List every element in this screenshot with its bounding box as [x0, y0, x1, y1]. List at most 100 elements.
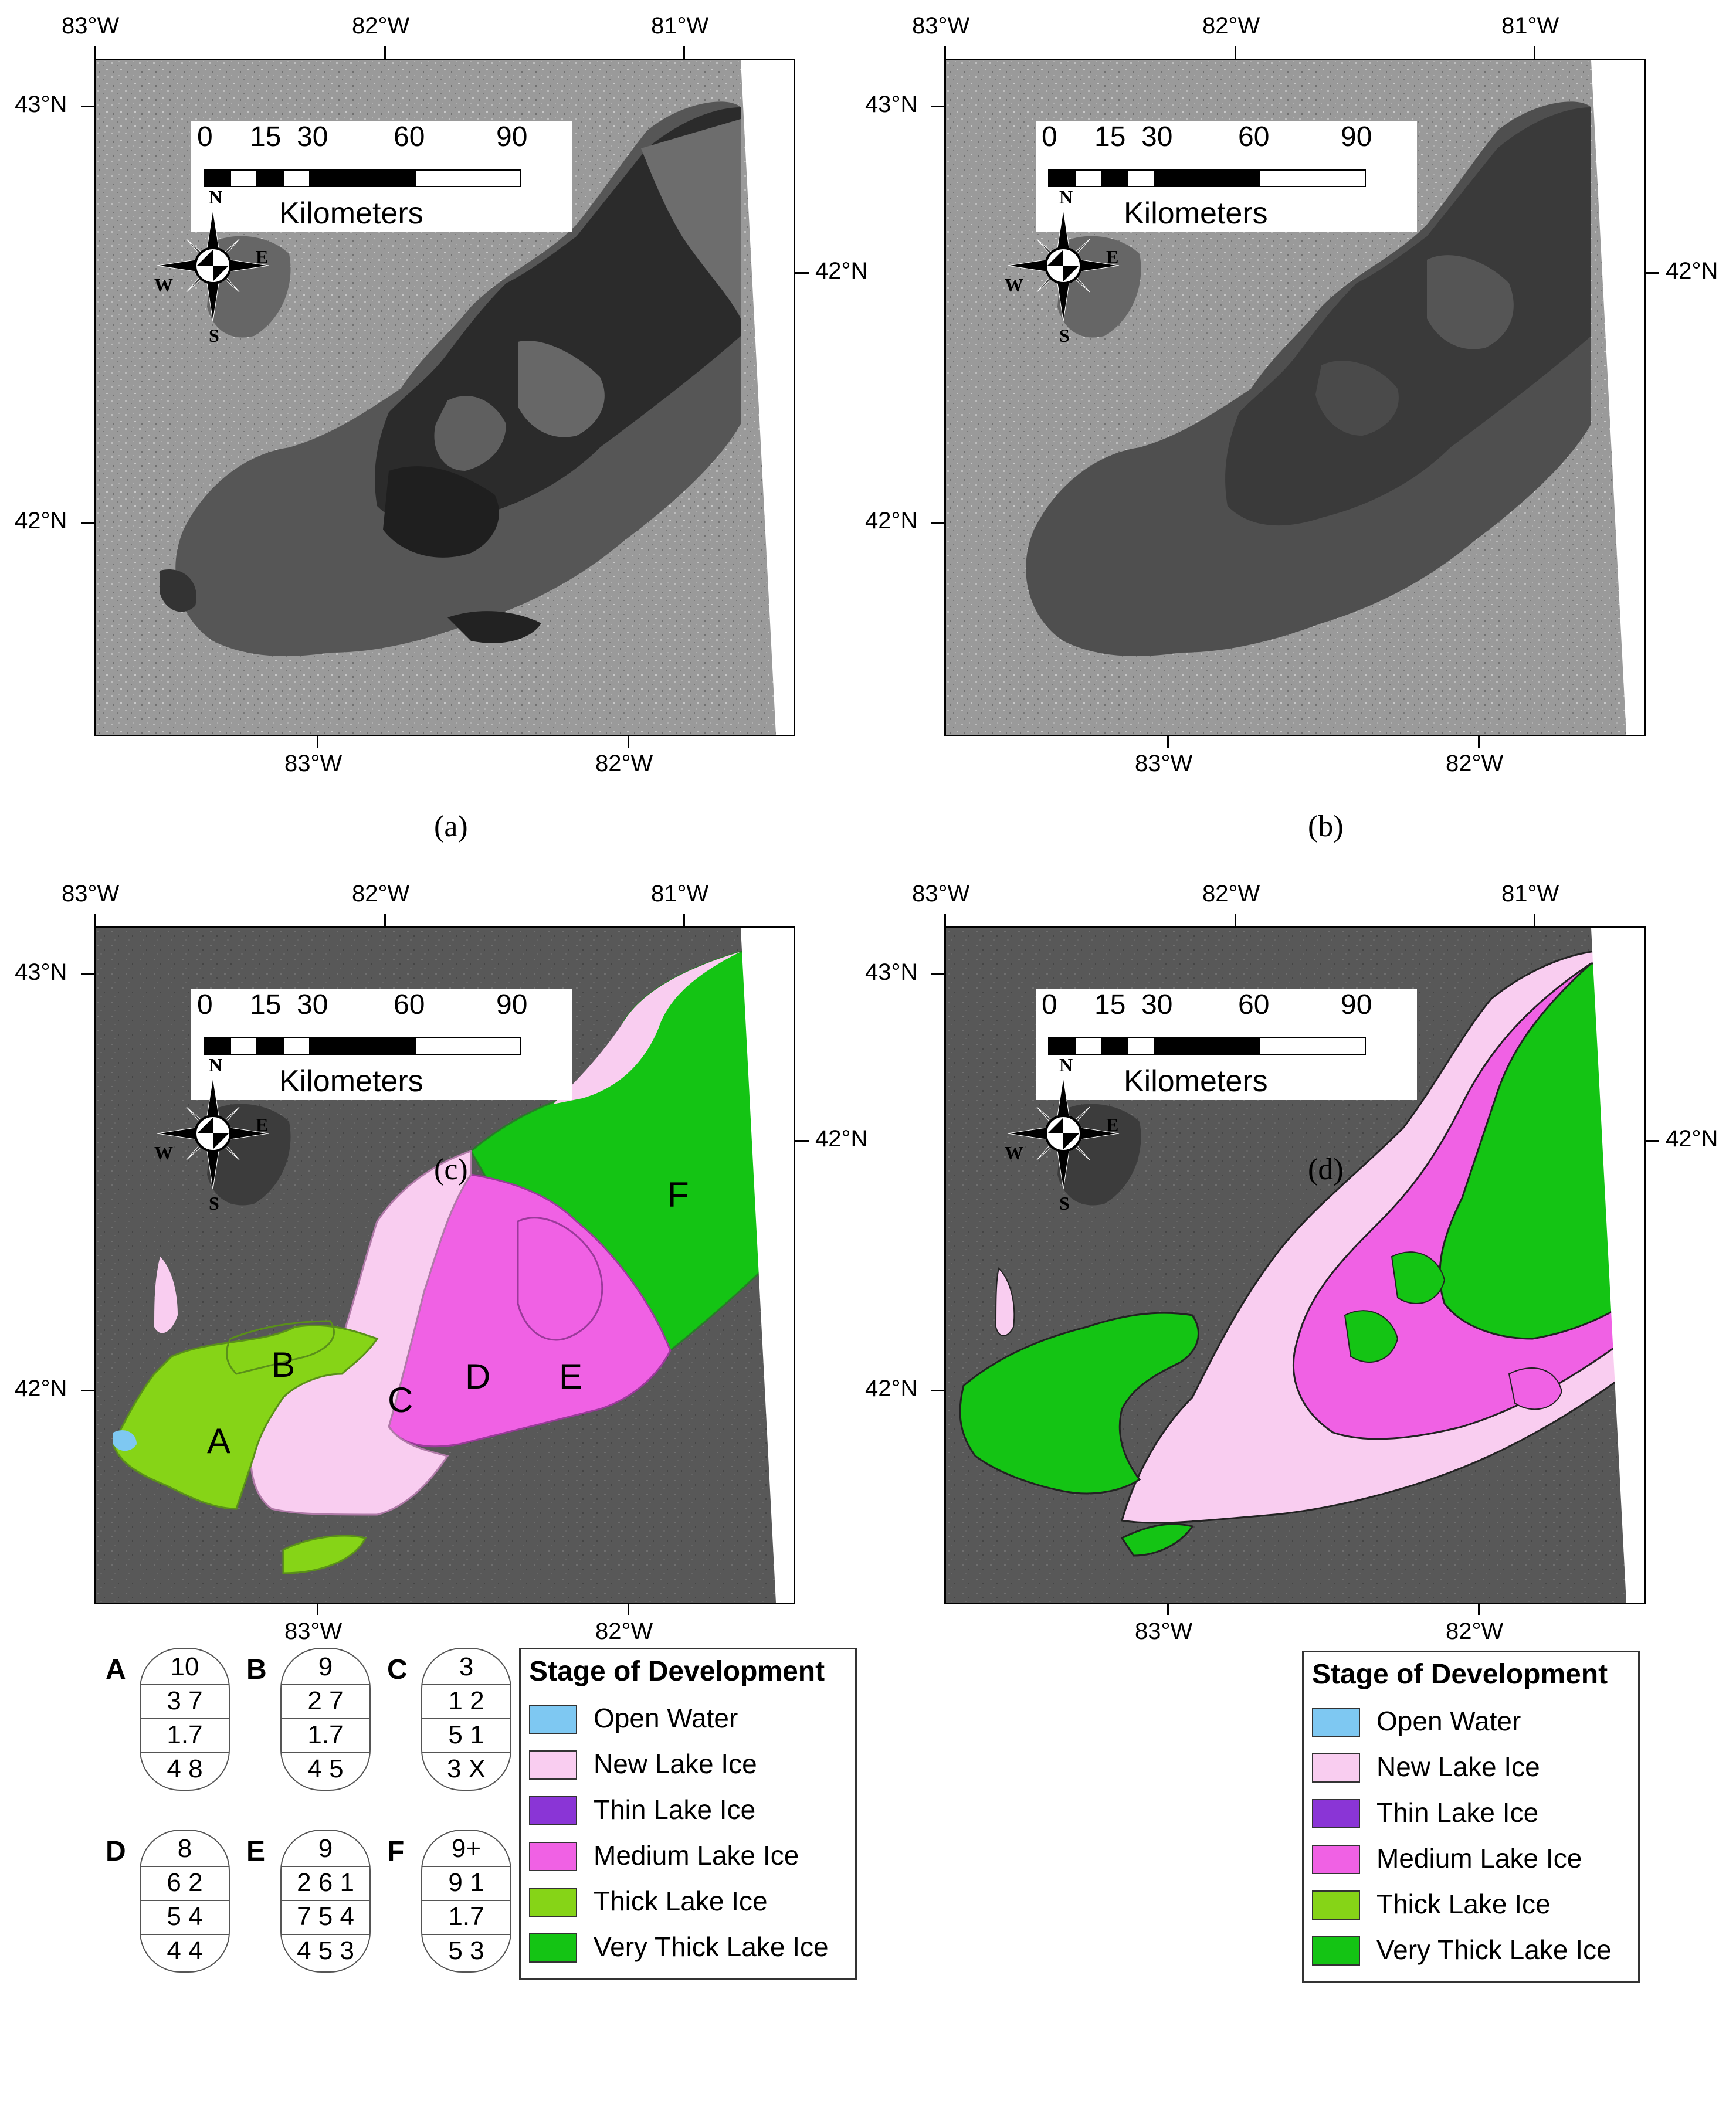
legend-item: Medium Lake Ice [1312, 1842, 1629, 1875]
tick-mark [81, 973, 94, 975]
compass-icon: N S E W [151, 186, 274, 346]
egg-divider [141, 1934, 229, 1935]
egg-letter: D [106, 1836, 126, 1867]
tick-mark [683, 914, 685, 926]
egg-divider [422, 1718, 510, 1719]
legend-item: Thin Lake Ice [1312, 1797, 1629, 1830]
compass-w: W [1005, 274, 1023, 296]
egg-divider [422, 1866, 510, 1867]
tick-mark [1235, 914, 1236, 926]
egg-row: 9 [318, 1652, 333, 1681]
scale-bar: 0 15 30 60 90 Kilometers [191, 989, 572, 1100]
lon-label-top: 81°W [651, 13, 709, 39]
map-frame: 0 15 30 60 90 Kilometers N S E W [944, 59, 1646, 736]
legend-label: Open Water [594, 1703, 738, 1733]
egg-row: 4 5 3 [297, 1936, 354, 1965]
panel-c: A B C D E F 0 15 30 60 90 Kilometers N S E W A 10… [0, 868, 868, 2101]
panel-caption: (b) [1308, 810, 1344, 843]
panel-caption: (c) [434, 1153, 468, 1186]
compass-w: W [1005, 1142, 1023, 1163]
egg-oval: 3 1 2 5 1 3 X [421, 1648, 511, 1791]
legend-label: Thick Lake Ice [594, 1886, 768, 1916]
scale-tick-label: 30 [297, 989, 328, 1020]
tick-mark [944, 914, 946, 926]
legend-swatch [1312, 1890, 1360, 1920]
scale-tick-label: 15 [250, 989, 282, 1020]
egg-row: 1.7 [307, 1720, 344, 1749]
compass-rose-graphic [1007, 1077, 1120, 1190]
lat-label-left: 42°N [865, 508, 918, 534]
egg-divider [282, 1718, 369, 1719]
legend-title: Stage of Development [1312, 1659, 1608, 1690]
egg-row: 7 5 4 [297, 1902, 354, 1931]
compass-e: E [1106, 246, 1119, 267]
legend-item: Open Water [529, 1702, 846, 1735]
egg-row: 10 [170, 1652, 199, 1681]
legend-label: Thick Lake Ice [1376, 1889, 1551, 1919]
scale-bar: 0 15 30 60 90 Kilometers [1036, 121, 1417, 232]
lon-label-top: 82°W [1202, 881, 1260, 907]
egg-letter: F [387, 1836, 405, 1867]
tick-mark [81, 106, 94, 107]
region-label-b: B [272, 1345, 296, 1384]
legend-item: Thin Lake Ice [529, 1794, 846, 1827]
egg-oval: 10 3 7 1.7 4 8 [140, 1648, 230, 1791]
lon-label-bottom: 83°W [284, 1618, 343, 1644]
lat-label-right: 42°N [815, 1126, 868, 1152]
legend-swatch [1312, 1708, 1360, 1737]
lat-label-right: 42°N [815, 258, 868, 284]
lat-label-right: 42°N [1666, 258, 1718, 284]
legend-swatch [529, 1705, 577, 1734]
scale-tick-label: 60 [1238, 121, 1270, 152]
compass-e: E [256, 246, 269, 267]
region-label-f: F [667, 1175, 689, 1214]
tick-mark [1235, 46, 1236, 59]
egg-oval: 9+ 9 1 1.7 5 3 [421, 1830, 511, 1973]
tick-mark [628, 735, 629, 748]
legend-title: Stage of Development [529, 1656, 825, 1687]
scale-tick-label: 90 [1341, 121, 1372, 152]
legend-label: New Lake Ice [594, 1749, 757, 1779]
egg-row: 4 8 [167, 1754, 203, 1783]
lon-label-top: 82°W [352, 13, 410, 39]
region-label-a: A [207, 1421, 231, 1461]
legend-swatch [529, 1750, 577, 1780]
classified-ice-map [946, 928, 1644, 1603]
tick-mark [384, 46, 386, 59]
scale-tick-label: 30 [1141, 121, 1173, 152]
tick-mark [1478, 735, 1480, 748]
tick-mark [1534, 914, 1535, 926]
scale-tick-label: 0 [197, 989, 213, 1020]
legend-d: Stage of Development Open Water New Lake … [1302, 1651, 1640, 1983]
egg-row: 1 2 [448, 1686, 484, 1715]
tick-mark [1644, 1140, 1659, 1142]
legend-item: Very Thick Lake Ice [529, 1931, 846, 1964]
lat-label-left: 42°N [865, 1376, 918, 1401]
egg-oval: 8 6 2 5 4 4 4 [140, 1830, 230, 1973]
compass-e: E [1106, 1114, 1119, 1135]
tick-mark [794, 1140, 809, 1142]
legend-swatch [1312, 1799, 1360, 1828]
lon-label-bottom: 82°W [1446, 1618, 1504, 1644]
compass-n: N [209, 186, 223, 208]
tick-mark [81, 1390, 94, 1391]
map-frame: 0 15 30 60 90 Kilometers N S E W [944, 926, 1646, 1604]
scale-tick-label: 15 [250, 121, 282, 152]
lon-label-bottom: 83°W [1135, 1618, 1193, 1644]
panel-a: 0 15 30 60 90 Kilometers N S E W 83°W 82°W 81°W 83°W… [0, 0, 868, 856]
panel-b: 0 15 30 60 90 Kilometers N S E W 83°W 82°W 81°W 83°W… [856, 0, 1736, 856]
tick-mark [94, 46, 96, 59]
egg-divider [422, 1900, 510, 1901]
legend-c: Stage of Development Open Water New Lake … [519, 1648, 857, 1980]
tick-mark [1644, 272, 1659, 274]
egg-letter: C [387, 1654, 408, 1685]
legend-label: Medium Lake Ice [594, 1840, 799, 1871]
lon-label-bottom: 83°W [1135, 751, 1193, 776]
egg-oval: 9 2 7 1.7 4 5 [280, 1648, 371, 1791]
scale-tick-label: 90 [496, 989, 528, 1020]
scale-tick-label: 15 [1094, 121, 1126, 152]
scale-tick-label: 60 [394, 121, 425, 152]
compass-s: S [1059, 1193, 1070, 1214]
scale-tick-label: 60 [394, 989, 425, 1020]
scale-tick-label: 0 [1042, 121, 1057, 152]
